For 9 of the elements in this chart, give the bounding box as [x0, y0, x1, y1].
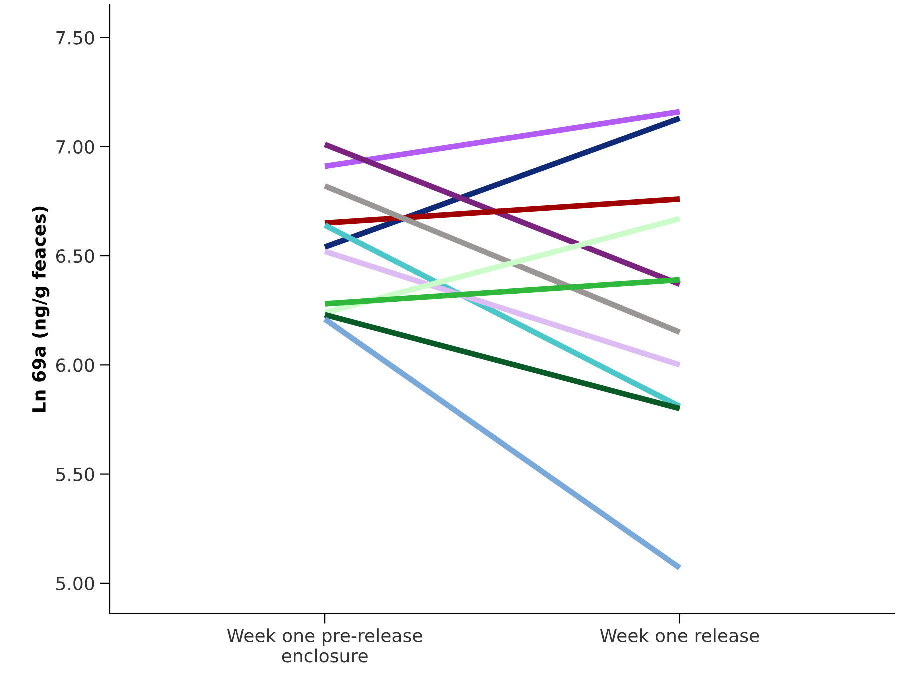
- y-tick-label: 5.00: [56, 576, 94, 591]
- y-tick-label: 7.00: [56, 140, 94, 154]
- x-tick-label: Week one pre-release enclosure: [227, 628, 422, 663]
- y-tick-label: 5.50: [56, 468, 94, 482]
- y-tick-label: 6.50: [56, 249, 94, 264]
- y-tick-label: 6.00: [56, 358, 94, 372]
- y-tick-label: 7.50: [56, 31, 94, 45]
- x-tick-label: Week one release: [600, 628, 760, 643]
- y-axis-title: Ln 69a (ng/g feaces): [32, 206, 50, 412]
